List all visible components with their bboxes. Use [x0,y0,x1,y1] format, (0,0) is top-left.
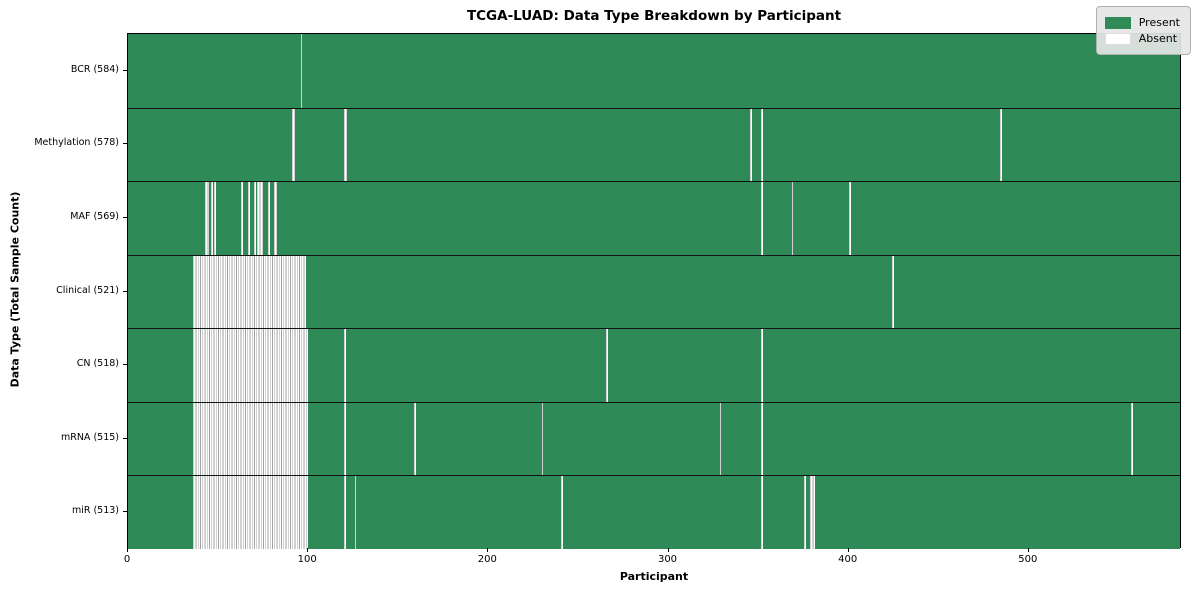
x-axis-label: Participant [619,570,689,583]
present-swatch-icon [1104,16,1131,29]
absent-stripe [192,402,308,476]
absent-stripe [760,182,763,255]
absent-stripe [760,402,763,476]
heatmap-row-miR [128,475,1180,549]
absent-stripe [606,329,609,402]
x-tick [487,548,489,552]
legend-entry-absent: Absent [1104,32,1180,45]
absent-stripe [760,108,763,182]
y-tick [123,143,127,145]
y-tick [123,511,127,513]
legend-label: Absent [1138,32,1178,45]
x-tick [127,548,128,552]
x-tick-label: 300 [657,554,678,565]
y-tick-label: MAF (569) [70,210,119,222]
absent-stripe [750,108,752,182]
y-tick [123,364,127,366]
x-tick [847,548,849,552]
y-tick-label: Clinical (521) [56,284,119,296]
absent-stripe [760,476,763,549]
heatmap-row-Methylation [128,107,1180,182]
absent-stripe [192,329,308,402]
legend-entry-present: Present [1104,16,1180,29]
y-tick-label: miR (513) [71,505,119,517]
absent-stripe [192,476,308,549]
absent-stripe [791,182,794,255]
absent-stripe [849,182,851,255]
absent-stripe [205,182,209,255]
y-tick-label: CN (518) [76,358,119,370]
x-tick-label: 0 [123,554,131,565]
absent-stripe [257,182,263,255]
absent-stripe [413,402,416,476]
heatmap-row-CN [128,328,1180,402]
legend: Present Absent [1095,6,1191,55]
absent-stripe [248,182,251,255]
absent-stripe [760,329,763,402]
legend-label: Present [1138,16,1180,29]
x-tick [1027,548,1029,552]
heatmap-row-BCR [128,34,1180,108]
heatmap-row-mRNA [128,401,1180,476]
absent-stripe [1000,108,1002,182]
x-tick-label: 100 [297,554,317,565]
x-tick-label: 400 [838,554,858,565]
absent-stripe [343,329,346,402]
heatmap-plot-area [127,33,1181,549]
absent-stripe [253,182,256,255]
heatmap-row-MAF [128,181,1180,255]
heatmap-row-Clinical [128,254,1180,329]
y-tick [123,290,127,292]
absent-stripe [719,402,722,476]
y-tick [123,216,127,218]
absent-stripe [273,182,278,255]
y-tick-label: Methylation (578) [34,137,119,149]
absent-stripe [354,476,357,549]
x-tick-label: 500 [1018,554,1038,565]
x-tick-label: 200 [477,554,497,565]
absent-stripe [241,182,244,255]
y-tick [123,437,127,439]
y-tick-label: BCR (584) [70,63,119,75]
absent-stripe [343,108,348,182]
absent-stripe [892,255,895,329]
absent-stripe [804,476,806,549]
absent-stripe [300,34,303,108]
absent-swatch-icon [1104,32,1131,45]
absent-stripe [561,476,564,549]
x-tick [667,548,669,552]
y-tick-label: mRNA (515) [60,431,119,443]
absent-stripe [210,182,213,255]
absent-stripe [1131,402,1134,476]
absent-stripe [809,476,815,549]
absent-stripe [291,108,296,182]
absent-stripe [541,402,544,476]
chart-title: TCGA-LUAD: Data Type Breakdown by Partic… [466,8,842,24]
absent-stripe [192,255,307,329]
absent-stripe [268,182,271,255]
absent-stripe [343,476,346,549]
y-tick [123,69,127,71]
x-tick [307,548,309,552]
absent-stripe [214,182,217,255]
absent-stripe [343,402,346,476]
